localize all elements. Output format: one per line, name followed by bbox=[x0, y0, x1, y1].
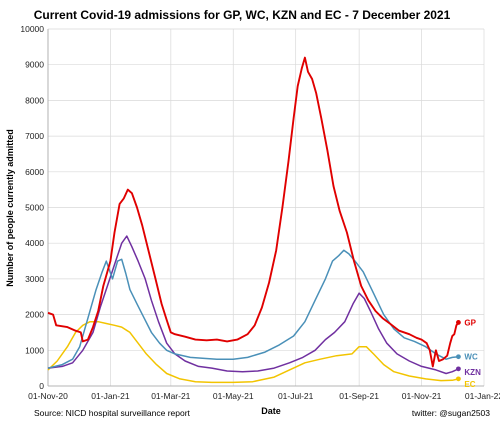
x-tick-label: 01-Jan-21 bbox=[91, 391, 130, 401]
x-ticks: 01-Nov-20 01-Jan-21 01-Mar-21 01-May-21 01-J… bbox=[28, 391, 500, 401]
series-end-marker-kzn bbox=[456, 366, 461, 372]
y-tick-label: 8000 bbox=[25, 95, 44, 105]
y-tick-label: 10000 bbox=[20, 24, 44, 34]
source-note: Source: NICD hospital surveillance repor… bbox=[34, 408, 191, 418]
series-layer bbox=[47, 56, 461, 384]
series-label-ec: EC bbox=[464, 380, 475, 389]
y-tick-label: 0 bbox=[39, 381, 44, 391]
series-line-gp bbox=[47, 56, 460, 368]
chart-title: Current Covid-19 admissions for GP, WC, … bbox=[34, 8, 451, 22]
series-label-wc: WC bbox=[464, 353, 478, 362]
x-tick-label: 01-Nov-21 bbox=[402, 391, 442, 401]
x-tick-label: 01-Mar-21 bbox=[151, 391, 190, 401]
twitter-credit: twitter: @sugan2503 bbox=[412, 408, 490, 418]
y-tick-label: 3000 bbox=[25, 274, 44, 284]
y-tick-label: 7000 bbox=[25, 131, 44, 141]
y-axis-label: Number of people currently admitted bbox=[5, 129, 15, 287]
x-tick-label: 01-May-21 bbox=[213, 391, 254, 401]
series-end-marker-gp bbox=[456, 320, 461, 325]
y-tick-label: 2000 bbox=[25, 310, 44, 320]
series-labels: GP WC KZN EC bbox=[464, 318, 481, 388]
series-label-gp: GP bbox=[464, 318, 476, 327]
series-line-kzn bbox=[47, 235, 459, 375]
y-tick-label: 5000 bbox=[25, 203, 44, 213]
y-tick-label: 9000 bbox=[25, 60, 44, 70]
x-tick-label: 01-Jan-22 bbox=[465, 391, 500, 401]
y-tick-label: 4000 bbox=[25, 238, 44, 248]
x-tick-label: 01-Sep-21 bbox=[339, 391, 379, 401]
series-label-kzn: KZN bbox=[464, 368, 481, 377]
grid-layer bbox=[47, 28, 485, 387]
series-end-marker-wc bbox=[456, 354, 461, 360]
x-tick-label: 01-Nov-20 bbox=[28, 391, 68, 401]
x-tick-label: 01-Jul-21 bbox=[278, 391, 314, 401]
y-tick-label: 1000 bbox=[25, 345, 44, 355]
y-ticks: 0 1000 2000 3000 4000 5000 6000 7000 8000 9000 100… bbox=[20, 24, 44, 391]
y-tick-label: 6000 bbox=[25, 167, 44, 177]
series-end-marker-ec bbox=[456, 376, 461, 382]
x-axis-label: Date bbox=[261, 406, 281, 416]
